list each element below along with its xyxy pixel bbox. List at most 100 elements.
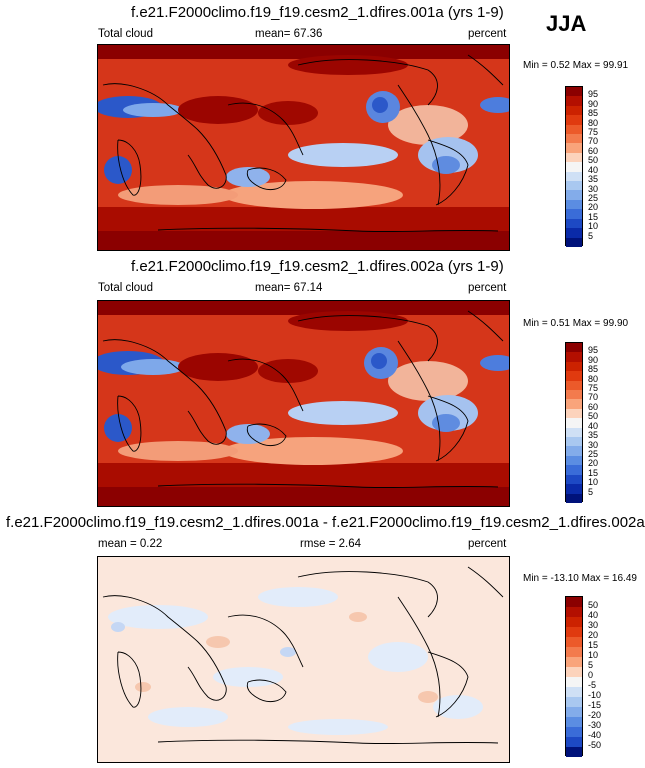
panel-3-colorbar-swatch bbox=[566, 607, 582, 617]
panel-2-colorbar-swatch bbox=[566, 455, 582, 466]
panel-1-colorbar-swatch bbox=[566, 152, 582, 163]
panel-1-colorbar-tick-label: 85 bbox=[588, 108, 599, 119]
panel-2-colorbar-tick-label: 75 bbox=[588, 383, 599, 394]
panel-3-colorbar-tick-label: 40 bbox=[588, 610, 599, 620]
panel-2-colorbar-tick-label: 40 bbox=[588, 420, 599, 431]
panel-1-colorbar-tick-label: 70 bbox=[588, 136, 599, 147]
panel-2-colorbar-tick-label: 90 bbox=[588, 354, 599, 365]
panel-3-colorbar-swatch bbox=[566, 737, 582, 747]
panel-2-colorbar-swatch bbox=[566, 427, 582, 438]
panel-2-colorbar-swatch bbox=[566, 361, 582, 372]
panel-2-colorbar-swatch bbox=[566, 474, 582, 485]
panel-3-colorbar-swatch bbox=[566, 687, 582, 697]
panel-1-colorbar-tick-label: 50 bbox=[588, 155, 599, 166]
panel-3-colorbar-tick-label: 50 bbox=[588, 600, 599, 610]
panel-2-colorbar-tick-label: 25 bbox=[588, 448, 599, 459]
panel-2-colorbar-swatch bbox=[566, 437, 582, 447]
panel-2-colorbar-tick-label: 95 bbox=[588, 345, 599, 356]
panel-3-colorbar-tick-label: -15 bbox=[588, 700, 602, 710]
panel-2-minmax: Min = 0.51 Max = 99.90 bbox=[523, 318, 629, 329]
panel-3-colorbar-swatch bbox=[566, 617, 582, 627]
panel-2-colorbar-tick-label: 15 bbox=[588, 467, 599, 478]
panel-3-colorbar-swatch bbox=[566, 707, 582, 717]
panel-2-colorbar-tick-label: 20 bbox=[588, 458, 599, 469]
panel-2-title: f.e21.F2000climo.f19_f19.cesm2_1.dfires.… bbox=[131, 258, 504, 275]
panel-3-colorbar-tick-label: -40 bbox=[588, 730, 602, 740]
panel-1-colorbar-swatch bbox=[566, 87, 582, 97]
panel-1-colorbar-swatch bbox=[566, 143, 582, 153]
panel-1-colorbar-tick-label: 30 bbox=[588, 183, 599, 194]
panel-3-colorbar-tick-label: -50 bbox=[588, 740, 602, 750]
panel-2-colorbar-swatch bbox=[566, 493, 582, 503]
panel-1-colorbar-swatch bbox=[566, 105, 582, 116]
panel-2-colorbar-tick-label: 5 bbox=[588, 486, 594, 497]
panel-1-colorbar-tick-label: 25 bbox=[588, 192, 599, 203]
panel-2-mean-label: mean= 67.14 bbox=[255, 282, 323, 294]
panel-3-mean-label: mean = 0.22 bbox=[98, 538, 163, 550]
panel-1-colorbar-tick-label: 90 bbox=[588, 98, 599, 109]
panel-1-units-label: percent bbox=[468, 28, 507, 40]
panel-2-colorbar-swatch bbox=[566, 390, 582, 400]
panel-2-colorbar-tick-label: 60 bbox=[588, 401, 599, 412]
panel-1-map bbox=[97, 44, 510, 251]
panel-3-colorbar-tick-label: 5 bbox=[588, 660, 594, 670]
panel-3-colorbar-tick-label: 0 bbox=[588, 670, 594, 680]
panel-2-colorbar-tick-label: 30 bbox=[588, 439, 599, 450]
panel-3-colorbar-tick-label: 20 bbox=[588, 630, 599, 640]
panel-3-colorbar-swatch bbox=[566, 747, 582, 757]
panel-1-colorbar-swatch bbox=[566, 96, 582, 106]
panel-3-colorbar bbox=[565, 596, 583, 757]
panel-2-colorbar-swatch bbox=[566, 484, 582, 494]
panel-1-colorbar-swatch bbox=[566, 124, 582, 135]
panel-3-colorbar-tick-label: 30 bbox=[588, 620, 599, 630]
panel-2-colorbar-tick-label: 70 bbox=[588, 392, 599, 403]
panel-3-colorbar-swatch bbox=[566, 597, 582, 607]
panel-2-colorbar-tick-label: 35 bbox=[588, 430, 599, 441]
panel-2-colorbar-swatch bbox=[566, 343, 582, 353]
panel-3-colorbar-tick-label: -10 bbox=[588, 690, 602, 700]
panel-1-colorbar bbox=[565, 86, 583, 247]
panel-1-variable-label: Total cloud bbox=[98, 28, 153, 40]
panel-1-colorbar-swatch bbox=[566, 162, 582, 172]
panel-2-units-label: percent bbox=[468, 282, 507, 294]
panel-3-title: f.e21.F2000climo.f19_f19.cesm2_1.dfires.… bbox=[6, 514, 645, 531]
panel-1-colorbar-tick-label: 10 bbox=[588, 221, 599, 232]
panel-1-colorbar-swatch bbox=[566, 209, 582, 219]
panel-1-colorbar-swatch bbox=[566, 218, 582, 229]
panel-1-colorbar-swatch bbox=[566, 115, 582, 125]
panel-1-mean-label: mean= 67.36 bbox=[255, 28, 323, 40]
panel-2-colorbar bbox=[565, 342, 583, 503]
panel-2-colorbar-tick-label: 80 bbox=[588, 373, 599, 384]
panel-1-colorbar-tick-label: 40 bbox=[588, 164, 599, 175]
panel-1-colorbar-swatch bbox=[566, 171, 582, 182]
panel-1-colorbar-tick-label: 60 bbox=[588, 145, 599, 156]
panel-3-colorbar-swatch bbox=[566, 637, 582, 647]
panel-2-colorbar-swatch bbox=[566, 465, 582, 475]
panel-3-colorbar-swatch bbox=[566, 717, 582, 727]
panel-2-colorbar-tick-label: 10 bbox=[588, 477, 599, 488]
panel-1-minmax: Min = 0.52 Max = 99.91 bbox=[523, 60, 629, 71]
panel-3-colorbar-swatch bbox=[566, 627, 582, 637]
panel-1-colorbar-tick-label: 80 bbox=[588, 117, 599, 128]
panel-2-colorbar-tick-label: 50 bbox=[588, 411, 599, 422]
panel-2-colorbar-swatch bbox=[566, 352, 582, 362]
panel-3-colorbar-swatch bbox=[566, 677, 582, 687]
panel-1-colorbar-swatch bbox=[566, 190, 582, 200]
panel-1-colorbar-tick-label: 35 bbox=[588, 174, 599, 185]
panel-3-colorbar-tick-label: -20 bbox=[588, 710, 602, 720]
panel-3-colorbar-tick-label: -5 bbox=[588, 680, 597, 690]
panel-3-colorbar-tick-label: 15 bbox=[588, 640, 599, 650]
panel-1-colorbar-swatch bbox=[566, 199, 582, 210]
panel-3-minmax: Min = -13.10 Max = 16.49 bbox=[523, 573, 637, 584]
panel-3-colorbar-swatch bbox=[566, 727, 582, 737]
panel-1-title: f.e21.F2000climo.f19_f19.cesm2_1.dfires.… bbox=[131, 4, 504, 21]
panel-3-colorbar-tick-label: 10 bbox=[588, 650, 599, 660]
panel-3-rmse-label: rmse = 2.64 bbox=[300, 538, 362, 550]
panel-2-colorbar-tick-label: 85 bbox=[588, 364, 599, 375]
panel-2-map bbox=[97, 300, 510, 507]
panel-2-colorbar-swatch bbox=[566, 408, 582, 419]
panel-3-map bbox=[97, 556, 510, 763]
panel-3-colorbar-swatch bbox=[566, 647, 582, 657]
panel-1-colorbar-swatch bbox=[566, 134, 582, 144]
panel-3-colorbar-tick-label: -30 bbox=[588, 720, 602, 730]
